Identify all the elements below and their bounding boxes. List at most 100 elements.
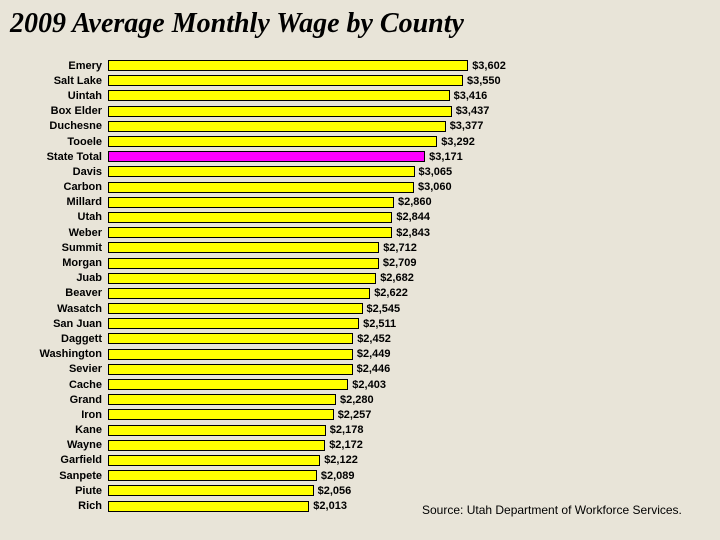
value-label: $3,377 xyxy=(446,120,484,132)
bar xyxy=(108,485,314,496)
value-label: $2,178 xyxy=(326,424,364,436)
bar xyxy=(108,90,450,101)
value-label: $3,171 xyxy=(425,151,463,163)
bar xyxy=(108,318,359,329)
bar xyxy=(108,364,353,375)
chart-row: Millard$2,860 xyxy=(0,195,720,210)
category-label: Sanpete xyxy=(0,470,108,482)
bar-area: $3,060 xyxy=(108,180,588,195)
bar-area: $2,844 xyxy=(108,210,588,225)
chart-row: Garfield$2,122 xyxy=(0,453,720,468)
bar-area: $2,178 xyxy=(108,423,588,438)
value-label: $2,449 xyxy=(353,348,391,360)
chart-row: Iron$2,257 xyxy=(0,407,720,422)
bar-area: $2,446 xyxy=(108,362,588,377)
category-label: Grand xyxy=(0,394,108,406)
bar-area: $2,860 xyxy=(108,195,588,210)
value-label: $2,280 xyxy=(336,394,374,406)
bar-area: $2,403 xyxy=(108,377,588,392)
category-label: Sevier xyxy=(0,363,108,375)
category-label: Washington xyxy=(0,348,108,360)
chart-row: Duchesne $3,377 xyxy=(0,119,720,134)
bar-area: $2,257 xyxy=(108,407,588,422)
value-label: $3,550 xyxy=(463,75,501,87)
bar-area: $3,602 xyxy=(108,58,588,73)
chart-row: Kane$2,178 xyxy=(0,423,720,438)
category-label: Piute xyxy=(0,485,108,497)
chart-row: Juab$2,682 xyxy=(0,271,720,286)
category-label: Iron xyxy=(0,409,108,421)
bar xyxy=(108,75,463,86)
value-label: $3,437 xyxy=(452,105,490,117)
chart-row: Morgan$2,709 xyxy=(0,255,720,270)
chart-row: Sevier$2,446 xyxy=(0,362,720,377)
bar xyxy=(108,303,363,314)
chart-row: Grand $2,280 xyxy=(0,392,720,407)
category-label: Cache xyxy=(0,379,108,391)
chart-row: Uintah$3,416 xyxy=(0,88,720,103)
category-label: Duchesne xyxy=(0,120,108,132)
bar-area: $2,622 xyxy=(108,286,588,301)
category-label: Davis xyxy=(0,166,108,178)
value-label: $2,089 xyxy=(317,470,355,482)
value-label: $2,013 xyxy=(309,500,347,512)
bar-area: $3,292 xyxy=(108,134,588,149)
category-label: Wasatch xyxy=(0,303,108,315)
chart-row: Piute$2,056 xyxy=(0,483,720,498)
bar xyxy=(108,106,452,117)
bar xyxy=(108,166,415,177)
chart-row: State Total$3,171 xyxy=(0,149,720,164)
bar xyxy=(108,197,394,208)
chart-row: Weber$2,843 xyxy=(0,225,720,240)
bar xyxy=(108,136,437,147)
bar xyxy=(108,258,379,269)
chart-row: Emery$3,602 xyxy=(0,58,720,73)
chart-row: Salt Lake $3,550 xyxy=(0,73,720,88)
bar-area: $3,377 xyxy=(108,119,588,134)
bar-area: $2,122 xyxy=(108,453,588,468)
value-label: $2,709 xyxy=(379,257,417,269)
source-citation: Source: Utah Department of Workforce Ser… xyxy=(422,503,682,517)
bar xyxy=(108,288,370,299)
chart-row: Daggett$2,452 xyxy=(0,331,720,346)
category-label: Millard xyxy=(0,196,108,208)
bar xyxy=(108,501,309,512)
value-label: $2,172 xyxy=(325,439,363,451)
bar-area: $3,550 xyxy=(108,73,588,88)
bar xyxy=(108,440,325,451)
chart-row: Washington $2,449 xyxy=(0,347,720,362)
bar xyxy=(108,425,326,436)
value-label: $3,602 xyxy=(468,60,506,72)
bar-area: $3,171 xyxy=(108,149,588,164)
bar-area: $2,709 xyxy=(108,255,588,270)
bar xyxy=(108,212,392,223)
bar-area: $2,511 xyxy=(108,316,588,331)
bar-area: $2,449 xyxy=(108,347,588,362)
bar-area: $2,712 xyxy=(108,240,588,255)
bar xyxy=(108,470,317,481)
bar xyxy=(108,394,336,405)
category-label: Weber xyxy=(0,227,108,239)
chart-row: Carbon $3,060 xyxy=(0,180,720,195)
chart-row: Wasatch$2,545 xyxy=(0,301,720,316)
category-label: Salt Lake xyxy=(0,75,108,87)
bar xyxy=(108,151,425,162)
chart-row: Wayne $2,172 xyxy=(0,438,720,453)
category-label: Wayne xyxy=(0,439,108,451)
value-label: $3,060 xyxy=(414,181,452,193)
value-label: $2,844 xyxy=(392,211,430,223)
category-label: San Juan xyxy=(0,318,108,330)
chart-row: Davis $3,065 xyxy=(0,164,720,179)
category-label: Utah xyxy=(0,211,108,223)
value-label: $3,065 xyxy=(415,166,453,178)
bar xyxy=(108,349,353,360)
bar xyxy=(108,409,334,420)
bar xyxy=(108,182,414,193)
bar-area: $2,172 xyxy=(108,438,588,453)
wage-bar-chart: Emery$3,602Salt Lake$3,550Uintah$3,416Bo… xyxy=(0,58,720,514)
category-label: Uintah xyxy=(0,90,108,102)
chart-title: 2009 Average Monthly Wage by County xyxy=(0,0,720,40)
chart-row: Tooele$3,292 xyxy=(0,134,720,149)
chart-row: Utah $2,844 xyxy=(0,210,720,225)
category-label: Carbon xyxy=(0,181,108,193)
